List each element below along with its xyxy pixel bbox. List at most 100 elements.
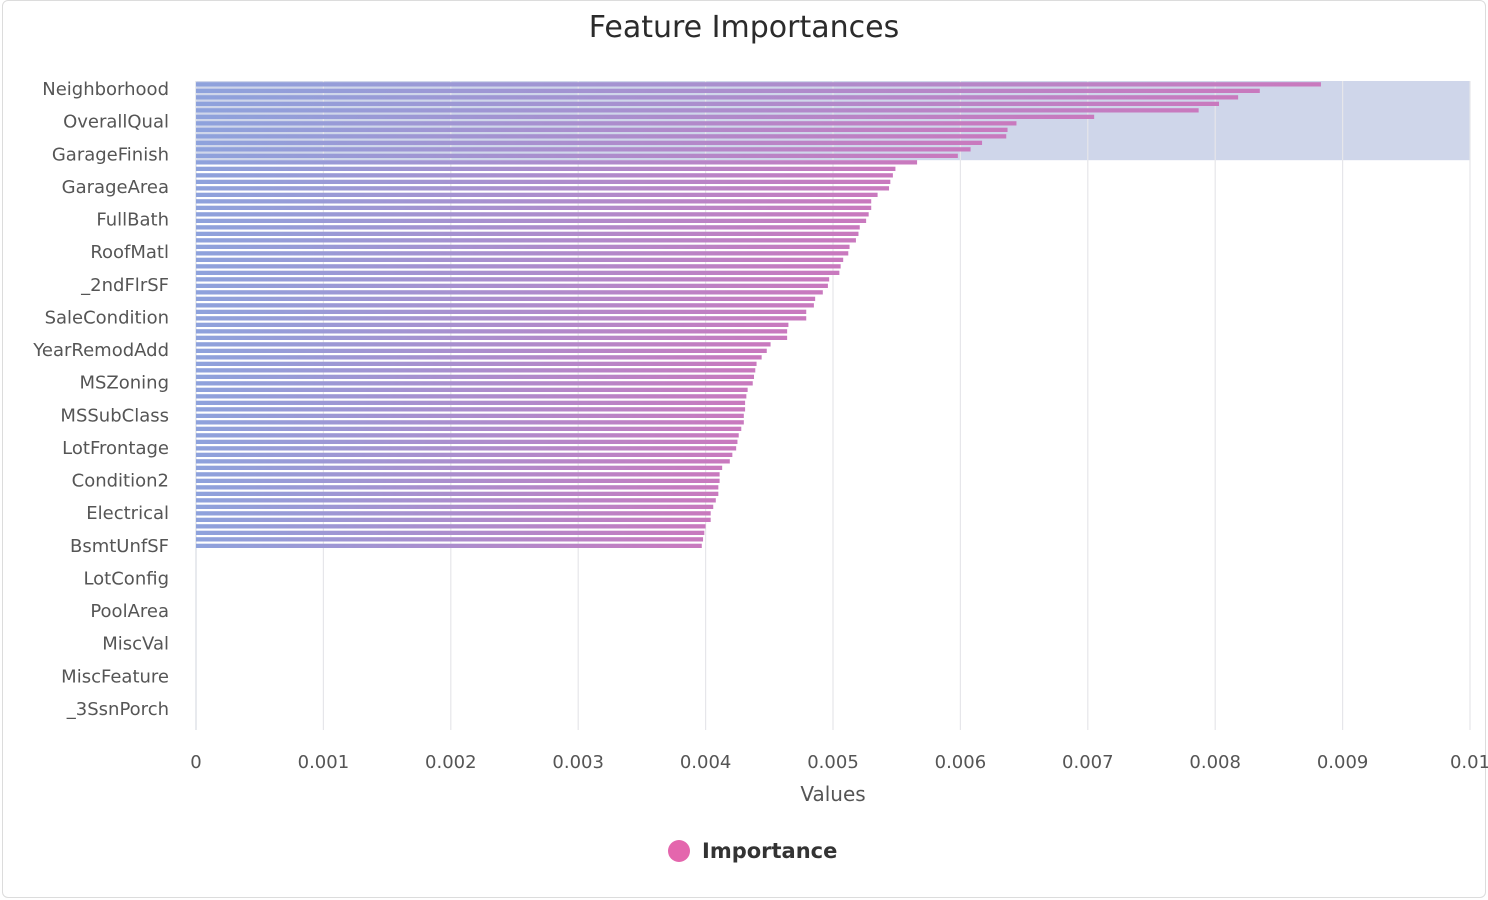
importance-bar[interactable] [196, 277, 830, 282]
importance-bar[interactable] [196, 465, 723, 470]
importance-bar[interactable] [196, 530, 705, 535]
importance-bar[interactable] [196, 342, 771, 347]
importance-bar[interactable] [196, 387, 748, 392]
importance-bar[interactable] [196, 140, 983, 145]
y-category-label: MSSubClass [60, 405, 169, 426]
x-tick-label: 0.01 [1450, 752, 1488, 773]
importance-bar[interactable] [196, 413, 744, 418]
y-category-label: SaleCondition [45, 307, 169, 328]
importance-bar[interactable] [196, 420, 744, 425]
importance-bar[interactable] [196, 504, 714, 509]
importance-bar[interactable] [196, 335, 788, 340]
importance-bar[interactable] [196, 251, 849, 256]
importance-bar[interactable] [196, 257, 844, 262]
y-category-label: Neighborhood [42, 79, 169, 100]
x-tick-label: 0.003 [552, 752, 604, 773]
importance-bar[interactable] [196, 511, 711, 516]
importance-bar[interactable] [196, 439, 738, 444]
importance-bar[interactable] [196, 153, 958, 158]
y-category-label: RoofMatl [90, 242, 169, 263]
importance-bar[interactable] [196, 173, 893, 178]
importance-bar[interactable] [196, 543, 702, 548]
x-tick-label: 0.001 [298, 752, 350, 773]
importance-bar[interactable] [196, 433, 739, 438]
legend-marker-icon [668, 840, 690, 862]
x-tick-label: 0.002 [425, 752, 477, 773]
importance-bar[interactable] [196, 244, 850, 249]
importance-bar[interactable] [196, 491, 719, 496]
importance-bar[interactable] [196, 101, 1220, 106]
y-category-label: MiscVal [102, 634, 169, 655]
importance-bar[interactable] [196, 446, 737, 451]
importance-bar[interactable] [196, 212, 869, 217]
importance-bar[interactable] [196, 82, 1321, 87]
importance-bar[interactable] [196, 264, 841, 269]
y-category-label: OverallQual [63, 112, 169, 133]
importance-bar[interactable] [196, 309, 807, 314]
importance-bar[interactable] [196, 238, 856, 243]
importance-bar[interactable] [196, 121, 1017, 126]
importance-bar[interactable] [196, 537, 704, 542]
y-category-label: MiscFeature [61, 666, 169, 687]
x-tick-label: 0.008 [1189, 752, 1241, 773]
importance-bar[interactable] [196, 316, 807, 321]
importance-bar[interactable] [196, 459, 730, 464]
importance-bar[interactable] [196, 348, 767, 353]
importance-bar[interactable] [196, 283, 828, 288]
legend[interactable]: Importance [668, 837, 837, 865]
importance-bar[interactable] [196, 160, 918, 165]
importance-bar[interactable] [196, 296, 816, 301]
y-category-label: PoolArea [90, 601, 169, 622]
importance-bar[interactable] [196, 108, 1199, 113]
importance-bar[interactable] [196, 290, 823, 295]
y-category-label: LotConfig [83, 568, 169, 589]
importance-bar[interactable] [196, 114, 1095, 119]
importance-bar[interactable] [196, 524, 706, 529]
importance-bar[interactable] [196, 88, 1260, 93]
x-tick-label: 0.009 [1317, 752, 1369, 773]
importance-bar[interactable] [196, 355, 762, 360]
importance-bar[interactable] [196, 231, 859, 236]
importance-bar[interactable] [196, 374, 755, 379]
y-category-label: _2ndFlrSF [80, 275, 169, 296]
y-category-label: Electrical [86, 503, 169, 524]
importance-bar[interactable] [196, 199, 872, 204]
importance-bar[interactable] [196, 407, 746, 412]
importance-bar[interactable] [196, 472, 720, 477]
y-category-label: YearRemodAdd [32, 340, 169, 361]
x-tick-label: 0.007 [1062, 752, 1114, 773]
importance-bar[interactable] [196, 485, 719, 490]
y-category-label: GarageArea [62, 177, 169, 198]
importance-bar[interactable] [196, 147, 971, 152]
importance-bar[interactable] [196, 452, 733, 457]
importance-bar[interactable] [196, 95, 1239, 100]
importance-bar[interactable] [196, 166, 896, 171]
x-tick-label: 0.004 [680, 752, 732, 773]
y-category-label: MSZoning [79, 373, 169, 394]
importance-bar[interactable] [196, 192, 878, 197]
importance-bar[interactable] [196, 127, 1008, 132]
importance-bar[interactable] [196, 303, 814, 308]
importance-bar[interactable] [196, 218, 867, 223]
importance-bar[interactable] [196, 394, 747, 399]
x-tick-label: 0.006 [935, 752, 987, 773]
importance-bar[interactable] [196, 361, 757, 366]
importance-bar[interactable] [196, 381, 753, 386]
importance-bar[interactable] [196, 329, 788, 334]
importance-bar[interactable] [196, 134, 1007, 139]
y-category-label: _3SsnPorch [66, 699, 169, 720]
importance-bar[interactable] [196, 205, 872, 210]
importance-bar[interactable] [196, 368, 756, 373]
importance-bar[interactable] [196, 322, 789, 327]
x-tick-label: 0 [190, 752, 201, 773]
importance-bar[interactable] [196, 270, 840, 275]
importance-bar[interactable] [196, 400, 746, 405]
importance-bar[interactable] [196, 186, 890, 191]
importance-bar[interactable] [196, 426, 742, 431]
importance-bar[interactable] [196, 179, 891, 184]
importance-bar[interactable] [196, 225, 860, 230]
importance-bar[interactable] [196, 517, 711, 522]
importance-bar[interactable] [196, 498, 716, 503]
importance-bar[interactable] [196, 478, 720, 483]
